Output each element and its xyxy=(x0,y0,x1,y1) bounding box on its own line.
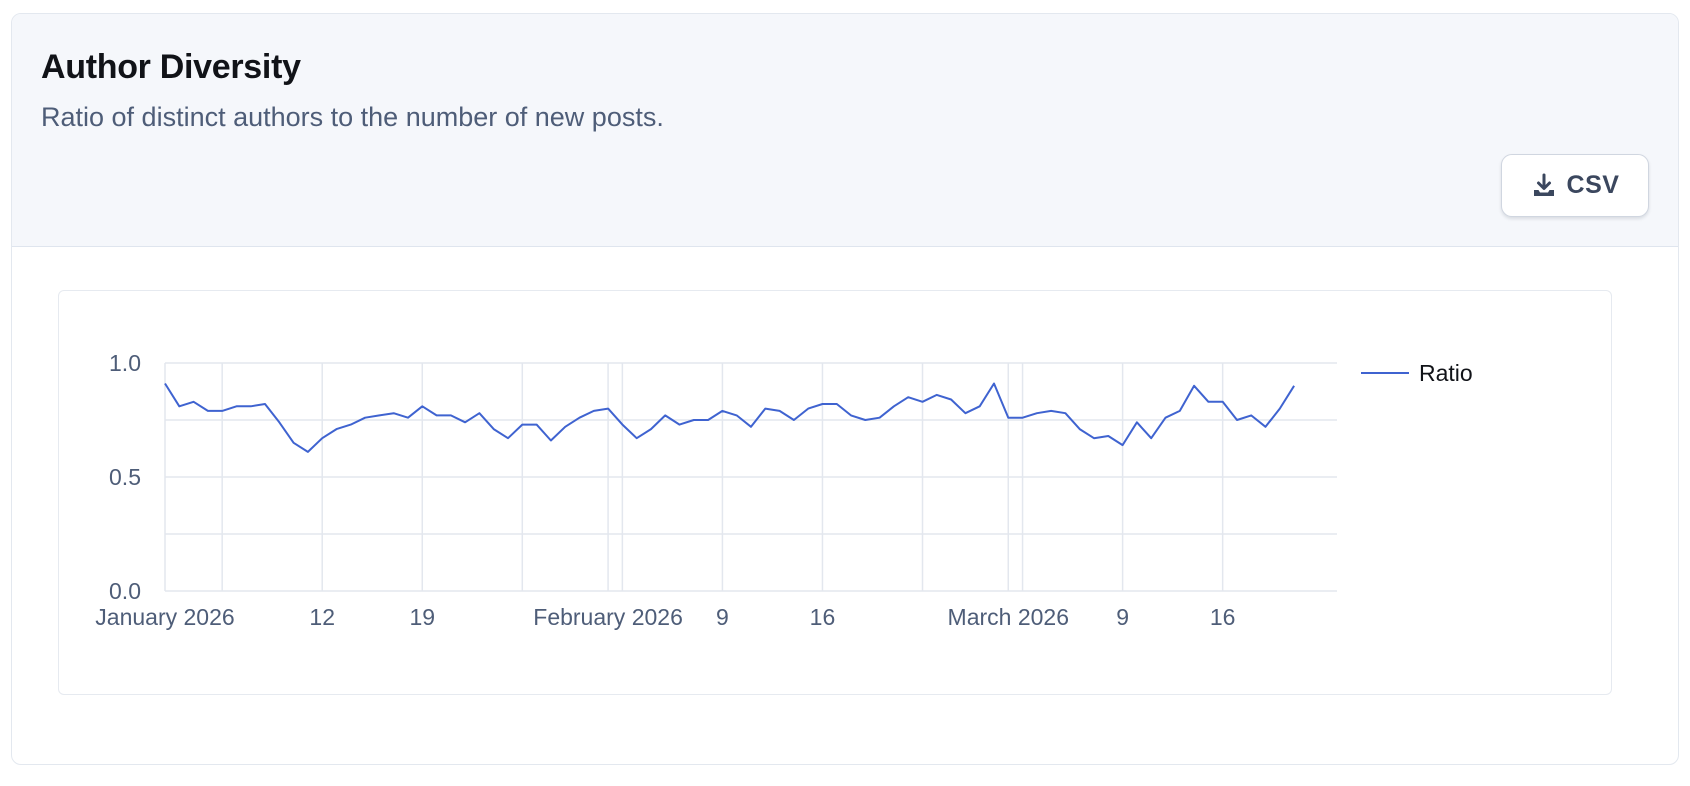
x-tick-label: January 2026 xyxy=(95,604,234,630)
download-icon xyxy=(1531,173,1557,199)
x-tick-label: 19 xyxy=(409,604,435,630)
series-lines xyxy=(164,382,1295,453)
card-title: Author Diversity xyxy=(41,48,301,86)
x-tick-label: March 2026 xyxy=(948,604,1069,630)
y-tick-label: 1.0 xyxy=(109,350,141,376)
x-tick-label: 16 xyxy=(810,604,836,630)
y-tick-label: 0.5 xyxy=(109,464,141,490)
csv-button-label: CSV xyxy=(1566,171,1620,199)
y-tick-label: 0.0 xyxy=(109,578,141,604)
x-tick-label: 9 xyxy=(716,604,729,630)
card-subtitle: Ratio of distinct authors to the number … xyxy=(41,102,664,132)
series-line-ratio xyxy=(164,382,1295,453)
chart-container: 0.0 0.5 1.0 January 2026 12 19 February 2026 9 1… xyxy=(58,290,1612,695)
ratio-line-chart: 0.0 0.5 1.0 January 2026 12 19 February 2026 9 1… xyxy=(95,350,1473,630)
gridlines xyxy=(165,362,1337,592)
x-tick-label: 12 xyxy=(309,604,335,630)
legend: Ratio xyxy=(1361,360,1473,386)
legend-label: Ratio xyxy=(1419,360,1473,386)
x-tick-label: 16 xyxy=(1210,604,1236,630)
x-tick-label: February 2026 xyxy=(533,604,683,630)
csv-download-button[interactable]: CSV xyxy=(1501,154,1649,217)
x-tick-label: 9 xyxy=(1116,604,1129,630)
card-header: Author Diversity Ratio of distinct autho… xyxy=(12,14,1678,247)
axes: 0.0 0.5 1.0 January 2026 12 19 February 2026 9 1… xyxy=(95,350,1235,630)
